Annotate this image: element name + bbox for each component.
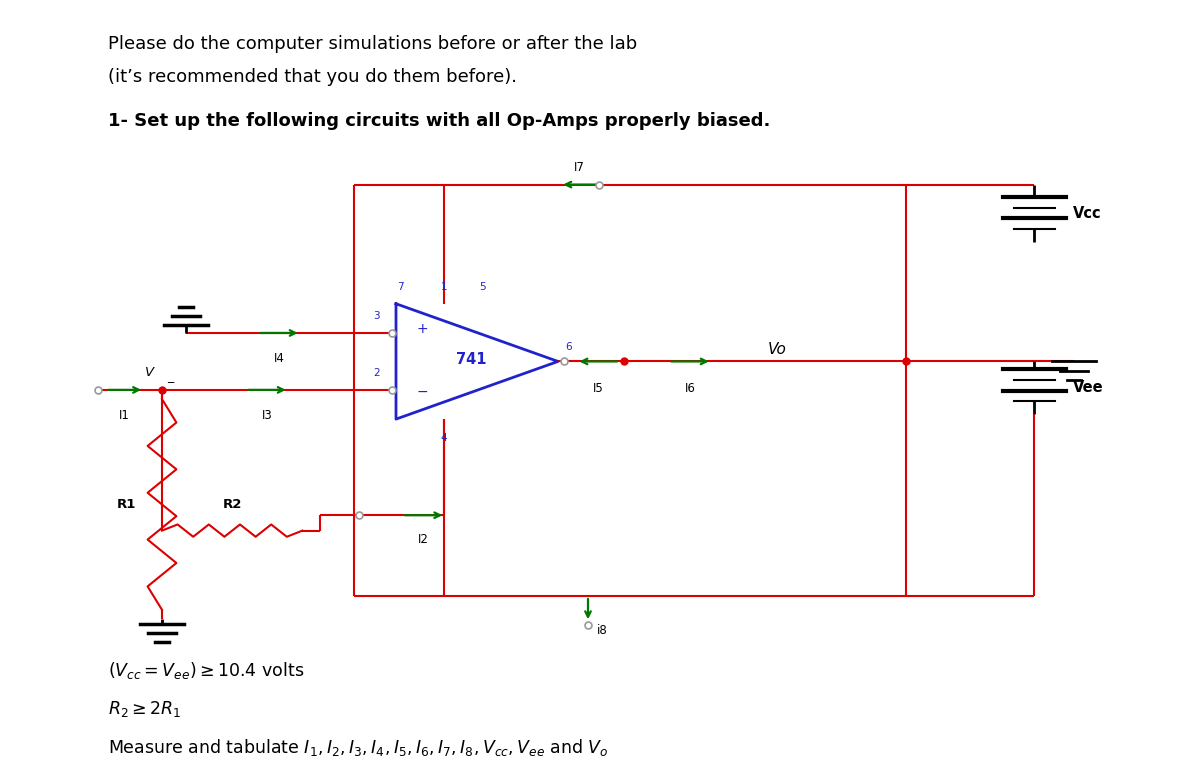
Text: $R_2 \geq 2R_1$: $R_2 \geq 2R_1$ bbox=[108, 699, 181, 719]
Text: Vcc: Vcc bbox=[1073, 206, 1102, 221]
Text: +: + bbox=[416, 322, 428, 336]
Text: R2: R2 bbox=[222, 498, 242, 511]
Text: Measure and tabulate $I_1, I_2, I_3, I_4, I_5, I_6, I_7, I_8, V_{cc}, V_{ee}$ an: Measure and tabulate $I_1, I_2, I_3, I_4… bbox=[108, 737, 608, 758]
Text: −: − bbox=[416, 384, 428, 398]
Text: 5: 5 bbox=[479, 282, 486, 292]
Text: 2: 2 bbox=[373, 368, 380, 378]
Text: I5: I5 bbox=[593, 382, 604, 395]
Text: _: _ bbox=[167, 370, 173, 383]
Text: V: V bbox=[145, 366, 155, 379]
Text: 741: 741 bbox=[456, 352, 486, 368]
Text: Please do the computer simulations before or after the lab: Please do the computer simulations befor… bbox=[108, 35, 637, 52]
Text: I1: I1 bbox=[119, 409, 131, 422]
Text: 1- Set up the following circuits with all Op-Amps properly biased.: 1- Set up the following circuits with al… bbox=[108, 112, 770, 129]
Text: R1: R1 bbox=[116, 498, 136, 511]
Text: I7: I7 bbox=[574, 161, 586, 174]
Text: I2: I2 bbox=[418, 533, 430, 546]
Text: I3: I3 bbox=[262, 409, 272, 422]
Text: $(V_{cc} = V_{ee}) \geq 10.4\ \mathrm{volts}$: $(V_{cc} = V_{ee}) \geq 10.4\ \mathrm{vo… bbox=[108, 660, 305, 681]
Text: Vo: Vo bbox=[768, 341, 787, 357]
Text: 3: 3 bbox=[373, 311, 380, 321]
Text: 7: 7 bbox=[397, 282, 404, 292]
Text: i8: i8 bbox=[598, 624, 607, 638]
Text: 4: 4 bbox=[440, 433, 448, 443]
Text: I4: I4 bbox=[274, 352, 284, 365]
Text: (it’s recommended that you do them before).: (it’s recommended that you do them befor… bbox=[108, 68, 517, 85]
Text: 6: 6 bbox=[565, 342, 572, 352]
Text: I6: I6 bbox=[684, 382, 696, 395]
Text: 1: 1 bbox=[440, 282, 448, 292]
Text: Vee: Vee bbox=[1073, 380, 1104, 395]
